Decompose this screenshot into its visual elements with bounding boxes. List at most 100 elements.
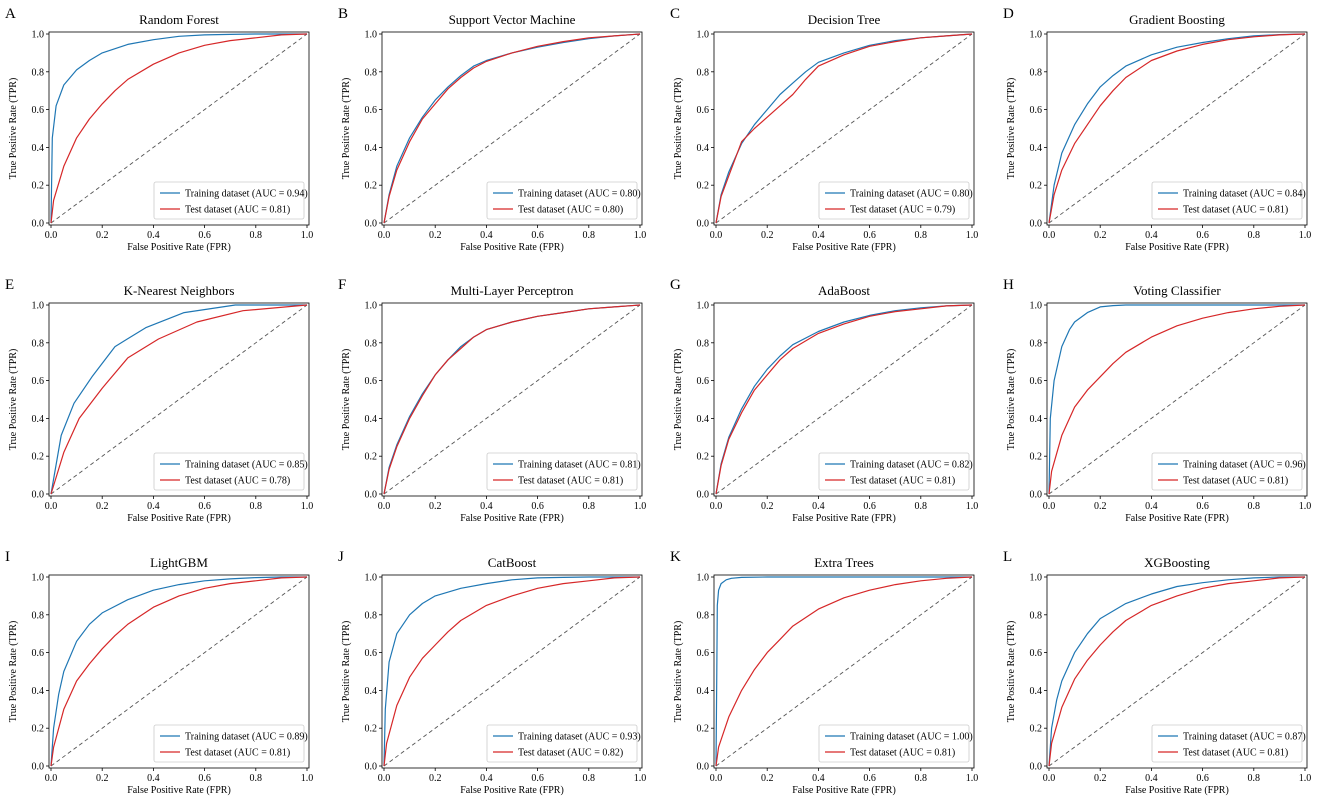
panel-a: A Random Forest 0.0 0.2 0.4 0.6 0.8 1.0 0.0 0.2 0.… <box>5 6 313 253</box>
panel-c: C Decision Tree 0.0 0.2 0.4 0.6 0.8 1.0 0.0 0.2 0.… <box>670 6 978 253</box>
panel-a-training-curve <box>50 33 307 224</box>
panel-i-label: I <box>5 549 10 565</box>
panel-b-ytick-label: 1.0 <box>365 30 378 41</box>
panel-b-ytick-label: 0.2 <box>365 181 378 192</box>
panel-c-xtick-label: 0.2 <box>761 230 774 241</box>
panel-j-ytick-label: 0.0 <box>365 762 378 773</box>
panel-b: B Support Vector Machine 0.0 0.2 0.4 0.6 0.8 1.… <box>338 6 646 253</box>
panel-d-axes-frame <box>1046 31 1308 226</box>
panel-h-legend-training-label: Training dataset (AUC = 0.96) <box>1183 460 1306 471</box>
panel-g-legend-training-label: Training dataset (AUC = 0.82) <box>850 460 973 471</box>
panel-d-xtick-label: 0.4 <box>1145 230 1158 241</box>
panel-k-legend-training-label: Training dataset (AUC = 1.00) <box>850 732 973 743</box>
panel-a-ytick-label: 0.0 <box>32 219 45 230</box>
panel-d-label: D <box>1003 6 1014 22</box>
panel-a-ylabel: True Positive Rate (TPR) <box>8 78 19 180</box>
panel-c-xlabel: False Positive Rate (FPR) <box>792 242 896 253</box>
panel-e-legend-training-label: Training dataset (AUC = 0.85) <box>185 460 308 471</box>
panel-i-xtick-label: 0.2 <box>96 773 109 784</box>
panel-b-xtick-label: 1.0 <box>634 230 647 241</box>
panel-l-ytick-label: 0.2 <box>1030 724 1043 735</box>
panel-b-legend: Training dataset (AUC = 0.80) Test datase… <box>486 181 641 220</box>
panel-i-ytick-label: 0.2 <box>32 724 45 735</box>
panel-l-label: L <box>1003 549 1012 565</box>
panel-i-legend-box <box>153 724 305 763</box>
panel-a-xtick-label: 0.4 <box>147 230 160 241</box>
panel-h-xtick-label: 0.4 <box>1145 501 1158 512</box>
panel-h-ytick-label: 1.0 <box>1030 301 1043 312</box>
panel-g-label: G <box>670 277 681 293</box>
panel-d-ytick-label: 0.6 <box>1030 105 1043 116</box>
panel-l-xtick-label: 0.6 <box>1196 773 1209 784</box>
panel-h-ytick-label: 0.2 <box>1030 452 1043 463</box>
panel-b-xtick-label: 0.4 <box>480 230 493 241</box>
panel-h-xtick-label: 0.2 <box>1094 501 1107 512</box>
panel-l-ylabel: True Positive Rate (TPR) <box>1006 621 1017 723</box>
panel-b-ylabel: True Positive Rate (TPR) <box>341 78 352 180</box>
panel-g-ytick-label: 0.4 <box>697 414 710 425</box>
panel-c-xtick-label: 0.6 <box>863 230 876 241</box>
panel-c-xtick-label: 1.0 <box>966 230 979 241</box>
panel-b-legend-box <box>486 181 638 220</box>
panel-b-ytick-label: 0.6 <box>365 105 378 116</box>
panel-k-xlabel: False Positive Rate (FPR) <box>792 785 896 796</box>
panel-h-training-curve <box>1048 304 1305 495</box>
panel-g-ytick-label: 0.2 <box>697 452 710 463</box>
panel-l-xtick-label: 0.0 <box>1043 773 1056 784</box>
panel-e-ylabel: True Positive Rate (TPR) <box>8 349 19 451</box>
panel-j-training-curve <box>383 576 640 767</box>
panel-i-ytick-label: 1.0 <box>32 573 45 584</box>
panel-k-legend-test-label: Test dataset (AUC = 0.81) <box>850 748 955 759</box>
panel-e-xtick-label: 0.4 <box>147 501 160 512</box>
panel-k-xtick-label: 0.0 <box>710 773 723 784</box>
panel-e-label: E <box>5 277 14 293</box>
panel-e-xtick-label: 0.6 <box>198 501 211 512</box>
panel-d-legend-test-label: Test dataset (AUC = 0.81) <box>1183 205 1288 216</box>
panel-d: D Gradient Boosting 0.0 0.2 0.4 0.6 0.8 1.0 0.0 0… <box>1003 6 1311 253</box>
panel-b-test-curve <box>383 33 641 224</box>
panel-c-ytick-label: 0.4 <box>697 143 710 154</box>
panel-k-ytick-label: 0.4 <box>697 686 710 697</box>
panel-i-xlabel: False Positive Rate (FPR) <box>127 785 231 796</box>
panel-h-ytick-label: 0.0 <box>1030 490 1043 501</box>
panel-l-title: XGBoosting <box>1144 555 1210 570</box>
panel-k-xtick-label: 0.6 <box>863 773 876 784</box>
panel-i-legend: Training dataset (AUC = 0.89) Test datase… <box>153 724 308 763</box>
panel-h-xtick-label: 0.6 <box>1196 501 1209 512</box>
panel-j-xtick-label: 1.0 <box>634 773 647 784</box>
panel-l-xtick-label: 0.8 <box>1248 773 1261 784</box>
panel-b-xtick-label: 0.8 <box>583 230 596 241</box>
panel-j-ytick-label: 0.8 <box>365 610 378 621</box>
panel-i-ytick-label: 0.4 <box>32 686 45 697</box>
panel-c-ytick-label: 0.8 <box>697 67 710 78</box>
panel-l-training-curve <box>1048 576 1305 767</box>
panel-a-xtick-label: 1.0 <box>301 230 314 241</box>
panel-e-ytick-label: 0.4 <box>32 414 45 425</box>
panel-g-legend-test-label: Test dataset (AUC = 0.81) <box>850 476 955 487</box>
panel-f-ylabel: True Positive Rate (TPR) <box>341 349 352 451</box>
panel-d-legend: Training dataset (AUC = 0.84) Test datase… <box>1151 181 1306 220</box>
panel-f-ytick-label: 0.4 <box>365 414 378 425</box>
panel-j-xtick-label: 0.8 <box>583 773 596 784</box>
panel-k-legend-box <box>818 724 970 763</box>
panel-k-ytick-label: 1.0 <box>697 573 710 584</box>
panel-e-legend: Training dataset (AUC = 0.85) Test datase… <box>153 452 308 491</box>
panel-l-legend-test-label: Test dataset (AUC = 0.81) <box>1183 748 1288 759</box>
panel-k-training-curve <box>715 576 972 767</box>
panel-e-ytick-label: 0.8 <box>32 338 45 349</box>
panel-a-axes-frame <box>48 31 310 226</box>
panel-f-legend-box <box>486 452 638 491</box>
panel-e-xtick-label: 0.2 <box>96 501 109 512</box>
panel-b-xtick-label: 0.2 <box>429 230 442 241</box>
panel-k-label: K <box>670 549 681 565</box>
panel-b-xtick-label: 0.0 <box>378 230 391 241</box>
panel-d-xtick-label: 0.2 <box>1094 230 1107 241</box>
panel-b-axes-frame <box>381 31 643 226</box>
panel-j-axes-frame <box>381 574 643 769</box>
panel-b-training-curve <box>383 33 641 224</box>
panel-g-legend-box <box>818 452 970 491</box>
panel-h-legend-test-label: Test dataset (AUC = 0.81) <box>1183 476 1288 487</box>
panel-i-ytick-label: 0.8 <box>32 610 45 621</box>
panel-c-legend-training-label: Training dataset (AUC = 0.80) <box>850 189 973 200</box>
panel-h-legend: Training dataset (AUC = 0.96) Test datase… <box>1151 452 1306 491</box>
